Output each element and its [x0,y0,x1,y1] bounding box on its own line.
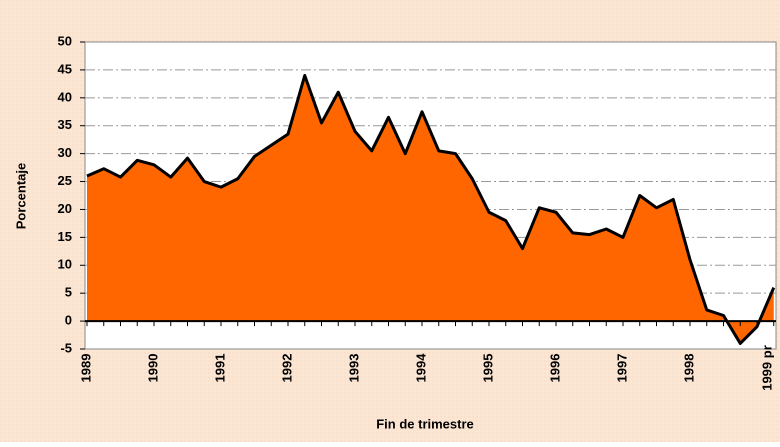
y-tick-label: 10 [58,257,72,272]
y-tick-label: 40 [58,89,72,104]
x-tick-label: 1989 [78,354,93,383]
y-tick-label: 45 [58,61,72,76]
x-tick-label: 1995 [480,354,495,383]
x-tick-label: 1993 [346,354,361,383]
x-tick-label: 1992 [279,354,294,383]
y-tick-label: 25 [58,173,72,188]
y-tick-label: 15 [58,229,72,244]
x-axis-label: Fin de trimestre [376,416,474,431]
y-tick-label: 0 [65,313,72,328]
area [87,75,774,344]
y-tick-label: 20 [58,201,72,216]
x-tick-label: 1999 pr [759,345,774,391]
y-tick-label: 35 [58,117,72,132]
x-tick-label: 1994 [413,353,428,383]
y-tick-label: 30 [58,145,72,160]
y-tick-label: -5 [60,340,72,355]
x-tick-label: 1996 [547,354,562,383]
x-tick-label: 1997 [614,354,629,383]
y-tick-label: 50 [58,33,72,48]
x-tick-label: 1998 [681,354,696,383]
x-tick-label: 1991 [212,354,227,383]
x-tick-label: 1990 [145,354,160,383]
y-axis-label: Porcentaje [13,163,28,229]
line [86,73,776,345]
y-tick-label: 5 [65,285,72,300]
